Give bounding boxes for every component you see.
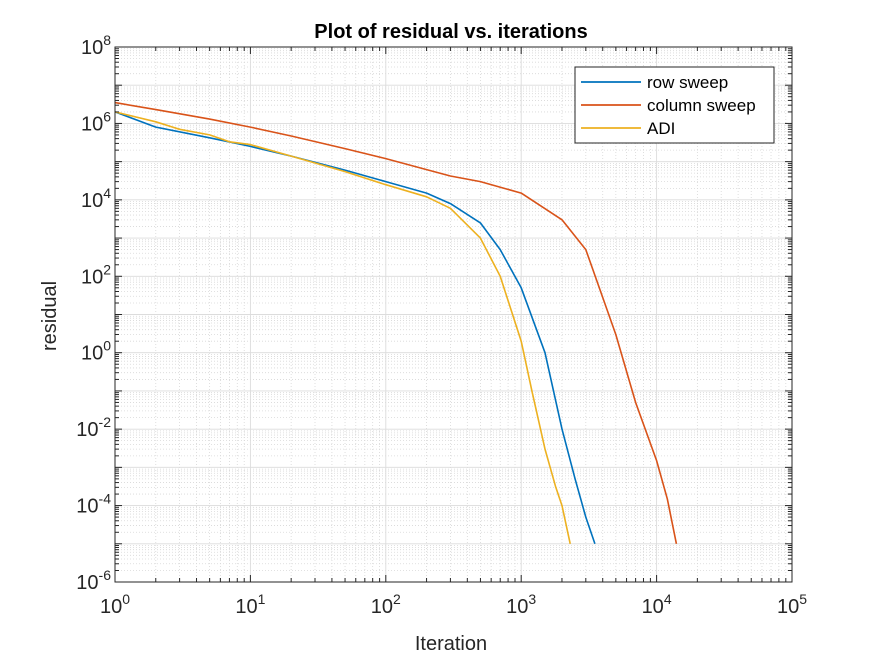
series-line-ADI [114,111,571,544]
y-tick-label: 108 [81,32,111,59]
series-line-column-sweep [114,101,678,544]
tick-labels: 100 101 102 103 104 105 10-6 10-4 10-2 100 102 104 1… [76,32,807,618]
axes [114,46,793,583]
y-tick-label: 106 [81,108,111,135]
legend-entry-label: column sweep [647,96,756,115]
x-tick-label: 101 [235,591,265,618]
y-axis-label: residual [39,281,61,351]
x-axis-label: Iteration [415,633,487,655]
legend: row sweep column sweep ADI [574,66,775,144]
x-tick-label: 103 [506,591,536,618]
legend-entry-label: row sweep [647,73,728,92]
x-tick-label: 102 [371,591,401,618]
y-tick-label: 100 [81,338,111,365]
legend-entry-label: ADI [647,119,675,138]
x-tick-label: 104 [642,591,672,618]
y-tick-label: 10-4 [76,491,111,518]
y-tick-label: 10-6 [76,567,111,594]
y-tick-label: 104 [81,185,111,212]
y-tick-label: 10-2 [76,414,111,441]
series-layer [114,101,678,545]
x-tick-label: 100 [100,591,130,618]
chart-title: Plot of residual vs. iterations [314,21,587,43]
x-tick-label: 105 [777,591,807,618]
y-tick-label: 102 [81,261,111,288]
